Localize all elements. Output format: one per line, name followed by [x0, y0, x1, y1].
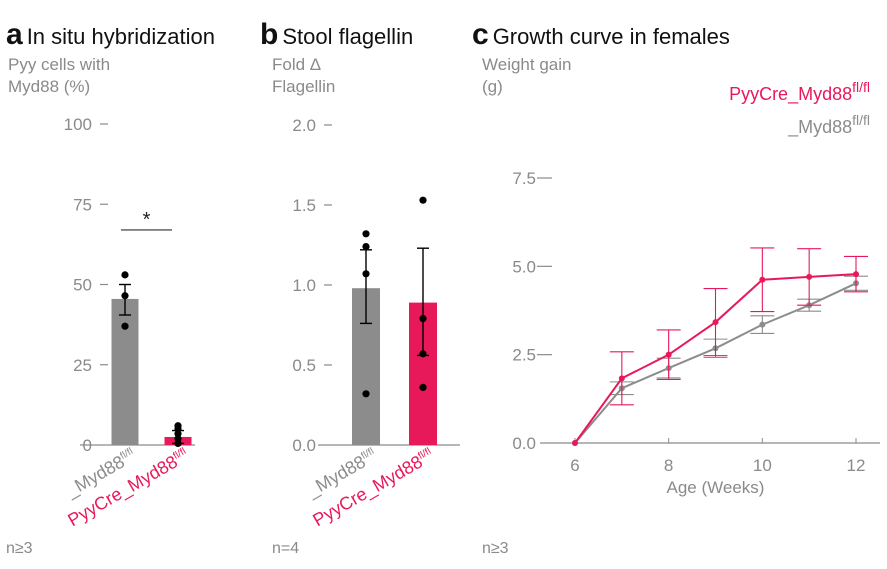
- y-tick-label: 0.5: [292, 356, 316, 375]
- panel-b-ylabel-line1: Fold Δ: [272, 55, 322, 74]
- panel-b-chart: 0.00.51.01.52.0_Myd88fl/flPyyCre_Myd88fl…: [292, 116, 460, 531]
- y-tick-label: 75: [73, 195, 92, 214]
- panel-b-title-text: Stool flagellin: [282, 24, 414, 49]
- panel-c-ylabel: Weight gain (g): [482, 54, 571, 98]
- legend-entry-control: _Myd88fl/fl: [787, 112, 870, 138]
- y-tick-label: 100: [64, 115, 92, 134]
- legend-label: PyyCre_Myd88: [729, 84, 852, 105]
- y-tick-label: 5.0: [512, 257, 536, 276]
- data-point: [806, 273, 813, 280]
- series-knockout: [572, 247, 868, 446]
- panel-a-letter: a: [6, 18, 23, 51]
- data-point: [362, 270, 370, 278]
- panel-b-title: b Stool flagellin: [260, 18, 413, 52]
- y-tick-label: 2.5: [512, 346, 536, 365]
- panel-c-ylabel-line2: (g): [482, 77, 503, 96]
- panel-b-ylabel: Fold Δ Flagellin: [272, 54, 335, 98]
- data-point: [419, 315, 427, 323]
- legend-superscript: fl/fl: [852, 79, 870, 95]
- data-point: [121, 271, 129, 279]
- significance-label: *: [143, 209, 151, 231]
- data-point: [618, 375, 625, 382]
- data-point: [362, 230, 370, 238]
- panel-c-letter: c: [472, 18, 489, 51]
- y-tick-label: 25: [73, 356, 92, 375]
- panel-c-title: c Growth curve in females: [472, 18, 730, 52]
- panel-b-letter: b: [260, 18, 279, 51]
- x-tick-label: 10: [753, 456, 772, 475]
- series-control: [572, 275, 868, 446]
- panel-c-ylabel-line1: Weight gain: [482, 55, 572, 74]
- y-tick-label: 0: [83, 436, 92, 455]
- data-point: [362, 390, 370, 398]
- y-tick-label: 50: [73, 276, 92, 295]
- panel-a-ylabel-line2: Myd88 (%): [8, 77, 91, 96]
- bar-control: [111, 298, 139, 445]
- data-point: [121, 292, 129, 300]
- panel-c-title-text: Growth curve in females: [492, 24, 730, 49]
- x-axis-label: Age (Weeks): [667, 478, 765, 497]
- y-tick-label: 0.0: [512, 434, 536, 453]
- panel-a-title: a In situ hybridization: [6, 18, 215, 52]
- data-point: [572, 440, 578, 446]
- data-point: [853, 271, 859, 278]
- data-point: [419, 196, 427, 204]
- data-point: [174, 439, 182, 447]
- panel-a-n-note: n≥3: [6, 540, 33, 557]
- y-tick-label: 1.5: [292, 196, 316, 215]
- data-point: [759, 276, 766, 283]
- y-tick-label: 2.0: [292, 116, 316, 135]
- y-tick-label: 1.0: [292, 276, 316, 295]
- panel-c-n-note: n≥3: [482, 540, 509, 557]
- panel-c-chart: 0.0 2.5 5.0 7.5 6 8 10 12 Age (Weeks) PyyCre_Myd8…: [512, 79, 880, 497]
- panel-a-title-text: In situ hybridization: [26, 24, 216, 49]
- legend-label: _Myd88: [787, 117, 852, 138]
- panel-b-ylabel-line2: Flagellin: [272, 77, 336, 96]
- x-tick-label: 6: [570, 456, 579, 475]
- data-point: [665, 351, 672, 358]
- panel-a-ylabel-line1: Pyy cells with: [8, 55, 111, 74]
- data-point: [712, 319, 719, 326]
- data-point: [759, 321, 766, 328]
- x-tick-label: 8: [664, 456, 673, 475]
- data-point: [419, 350, 427, 358]
- data-point: [419, 383, 427, 391]
- legend-entry-knockout: PyyCre_Myd88fl/fl: [729, 79, 870, 105]
- y-tick-label: 0.0: [292, 436, 316, 455]
- y-tick-label: 7.5: [512, 169, 536, 188]
- panel-b-n-note: n=4: [272, 540, 300, 557]
- legend-superscript: fl/fl: [852, 112, 870, 128]
- panel-a-ylabel: Pyy cells with Myd88 (%): [8, 54, 110, 98]
- data-point: [121, 322, 129, 330]
- x-tick-label: 12: [847, 456, 866, 475]
- data-point: [362, 243, 370, 251]
